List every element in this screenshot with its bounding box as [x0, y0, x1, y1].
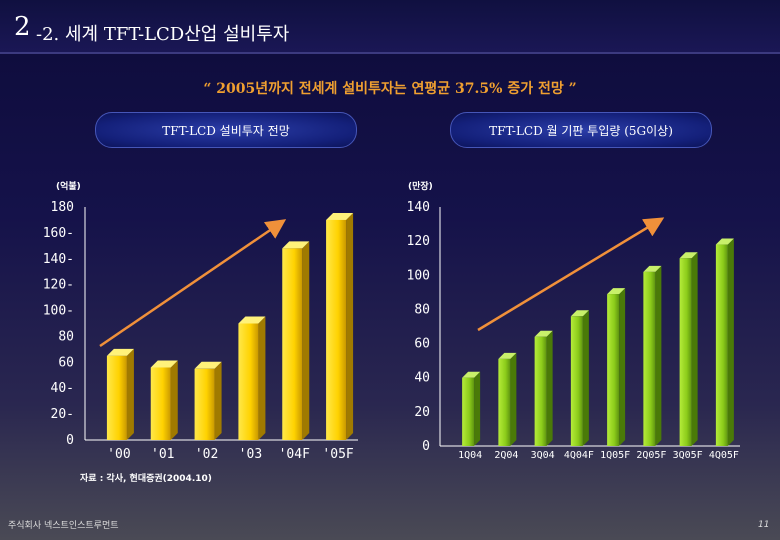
left-bar [150, 367, 171, 440]
right-category-label: 2Q04 [494, 450, 518, 461]
right-y-tick-label: 60 [414, 337, 430, 352]
company-name: 주식회사 넥스트인스트루먼트 [8, 521, 119, 531]
section-number: 2 [14, 12, 31, 42]
right-bar [679, 258, 692, 446]
left-bar [106, 355, 127, 440]
right-y-tick-label: 100 [407, 268, 430, 283]
left-y-tick-label: 100- [43, 304, 74, 319]
left-bar-top [106, 348, 134, 356]
right-category-label: 4Q05F [709, 450, 739, 461]
left-bar [326, 219, 347, 440]
left-y-tick-label: 0 [66, 433, 74, 448]
right-bar-top [570, 310, 589, 317]
left-y-tick-label: 40- [51, 381, 74, 396]
right-bar-top [715, 238, 734, 245]
left-bar [194, 368, 215, 440]
right-y-tick-label: 20 [414, 405, 430, 420]
right-y-tick-label: 80 [414, 302, 430, 317]
left-y-tick-label: 140- [43, 252, 74, 267]
right-bar-top [462, 371, 481, 378]
left-bar [282, 248, 303, 440]
right-category-label: 4Q04F [564, 450, 594, 461]
left-y-tick-label: 20- [51, 407, 74, 422]
right-category-label: 3Q05F [673, 450, 703, 461]
left-category-label: '02 [195, 447, 218, 462]
source-note: 자료 : 각사, 현대증권(2004.10) [80, 474, 212, 484]
left-category-label: '01 [151, 447, 174, 462]
left-y-tick-label: 160- [43, 226, 74, 241]
right-bar [643, 271, 656, 446]
page-title: -2. 세계 TFT-LCD산업 설비투자 [36, 24, 290, 45]
left-bar-top [282, 241, 310, 249]
right-category-label: 2Q05F [636, 450, 666, 461]
right-bar-side [655, 265, 662, 446]
right-bar [715, 244, 728, 446]
left-bar-top [194, 361, 222, 369]
right-bar-top [534, 330, 553, 337]
left-unit-label: (억불) [56, 182, 81, 192]
left-trend-arrow [99, 219, 287, 348]
right-bar [498, 358, 511, 446]
right-y-tick-label: 120 [407, 234, 430, 249]
right-category-label: 1Q04 [458, 450, 482, 461]
right-bar-top [498, 352, 517, 359]
right-bar-side [474, 371, 481, 446]
right-y-tick-label: 40 [414, 371, 430, 386]
right-bar-top [607, 288, 626, 295]
left-bar-side [170, 360, 178, 440]
right-bar-side [727, 238, 734, 446]
right-bar-side [546, 330, 553, 446]
right-chart-title-pill: TFT-LCD 월 기판 투입량 (5G이상) [450, 112, 712, 148]
right-bar-side [619, 288, 626, 446]
left-y-tick-label: 120- [43, 278, 74, 293]
right-y-tick-label: 0 [422, 439, 430, 454]
left-y-tick-label: 80 [58, 329, 74, 344]
left-bar-top [150, 360, 178, 368]
right-bar-side [510, 352, 517, 446]
right-bar [607, 294, 620, 446]
left-bar-top [238, 316, 266, 324]
left-category-label: '04F [279, 447, 310, 462]
left-bar [238, 323, 259, 440]
left-bar-side [126, 348, 134, 440]
left-bar-top [326, 212, 354, 220]
title-bar: 2 -2. 세계 TFT-LCD산업 설비투자 [0, 0, 780, 54]
left-bar-side [302, 241, 310, 440]
left-bar-side [346, 212, 354, 440]
headline: “ 2005년까지 전세계 설비투자는 연평균 37.5% 증가 전망 ” [203, 81, 577, 97]
left-chart-title-pill: TFT-LCD 설비투자 전망 [95, 112, 357, 148]
left-y-tick-label: 180 [51, 200, 74, 215]
page-number: 11 [758, 520, 770, 530]
right-trend-arrow [477, 217, 665, 332]
left-bar-side [258, 316, 266, 440]
left-category-label: '00 [107, 447, 130, 462]
right-unit-label: (만장) [408, 182, 433, 192]
right-bar [534, 336, 547, 446]
left-category-label: '05F [322, 447, 353, 462]
right-bar-side [691, 252, 698, 446]
right-bar [570, 316, 583, 446]
right-bar-top [679, 252, 698, 259]
left-y-tick-label: 60 [58, 355, 74, 370]
right-bar-top [643, 265, 662, 272]
right-y-tick-label: 140 [407, 200, 430, 215]
right-bar [462, 377, 475, 446]
right-bar-side [582, 310, 589, 446]
left-category-label: '03 [239, 447, 262, 462]
right-category-label: 3Q04 [531, 450, 555, 461]
right-category-label: 1Q05F [600, 450, 630, 461]
left-bar-side [214, 361, 222, 440]
